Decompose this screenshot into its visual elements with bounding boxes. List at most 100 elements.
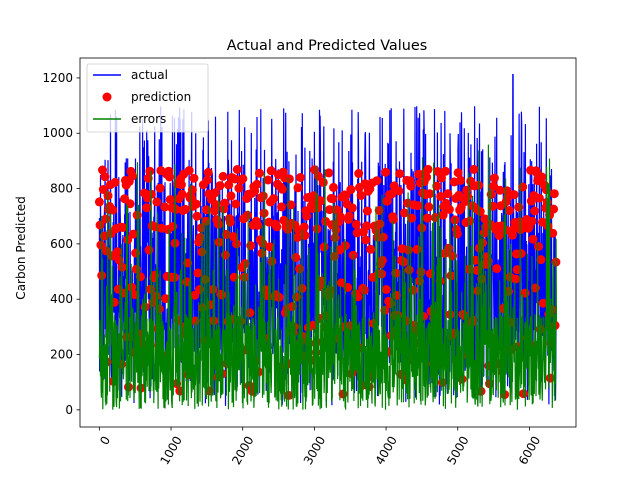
prediction-point xyxy=(238,174,248,184)
prediction-point xyxy=(400,208,409,218)
x-tick-label: 5000 xyxy=(444,434,471,467)
prediction-point xyxy=(344,211,354,221)
prediction-point xyxy=(95,220,105,230)
prediction-point xyxy=(187,185,197,195)
prediction-point xyxy=(224,180,234,190)
prediction-point xyxy=(423,164,433,174)
prediction-point xyxy=(469,164,479,174)
prediction-point xyxy=(536,255,546,265)
prediction-point xyxy=(530,206,540,216)
prediction-point xyxy=(152,197,162,207)
prediction-point xyxy=(131,264,141,274)
prediction-point xyxy=(354,169,364,178)
prediction-point xyxy=(232,165,242,174)
prediction-point xyxy=(549,204,558,214)
prediction-point xyxy=(165,172,174,182)
prediction-point xyxy=(325,205,335,215)
prediction-point xyxy=(318,177,328,187)
prediction-point xyxy=(394,186,404,196)
prediction-point xyxy=(441,166,450,176)
prediction-point xyxy=(489,173,499,183)
prediction-point xyxy=(284,174,294,184)
prediction-point xyxy=(293,183,303,193)
prediction-point xyxy=(128,229,138,239)
prediction-point xyxy=(381,285,391,294)
prediction-point xyxy=(201,216,211,226)
y-axis-ticks: 0 200 400 600 800 1000 1200 xyxy=(42,71,80,417)
x-tick-label: 3000 xyxy=(301,434,328,467)
prediction-point xyxy=(295,173,305,182)
prediction-point xyxy=(234,183,244,193)
prediction-point xyxy=(189,173,199,183)
prediction-point xyxy=(310,165,320,175)
prediction-point xyxy=(534,193,544,203)
errors-line xyxy=(98,144,558,410)
prediction-point xyxy=(144,245,154,255)
prediction-point xyxy=(215,181,225,191)
prediction-point xyxy=(143,173,153,183)
prediction-point xyxy=(228,232,238,242)
prediction-point xyxy=(518,182,528,192)
prediction-point xyxy=(277,202,286,212)
prediction-point xyxy=(476,386,486,396)
legend-errors-label: errors xyxy=(131,112,166,126)
prediction-point xyxy=(351,219,361,229)
prediction-point xyxy=(299,222,309,232)
prediction-point xyxy=(252,179,262,189)
prediction-point xyxy=(195,232,205,242)
prediction-point xyxy=(160,202,170,212)
prediction-point xyxy=(150,270,159,280)
y-axis-label: Carbon Predicted xyxy=(14,196,28,299)
prediction-point xyxy=(453,168,463,178)
prediction-point xyxy=(346,185,356,195)
prediction-point xyxy=(395,169,405,179)
prediction-point xyxy=(336,212,346,222)
prediction-point xyxy=(328,194,338,204)
prediction-point xyxy=(286,200,296,210)
prediction-point xyxy=(362,206,372,216)
prediction-point xyxy=(177,189,187,199)
prediction-point xyxy=(425,189,435,199)
prediction-point xyxy=(254,168,264,178)
prediction-point xyxy=(232,239,241,249)
prediction-point xyxy=(480,214,490,224)
prediction-point xyxy=(202,175,212,185)
prediction-point xyxy=(269,194,279,204)
prediction-point xyxy=(231,199,241,209)
prediction-point xyxy=(263,175,273,185)
prediction-point xyxy=(361,235,371,245)
prediction-point xyxy=(347,203,357,213)
y-tick-label: 0 xyxy=(65,403,73,417)
y-tick-label: 400 xyxy=(50,292,73,306)
prediction-point xyxy=(155,183,165,193)
prediction-point xyxy=(192,211,202,221)
prediction-point xyxy=(463,191,473,201)
prediction-point xyxy=(203,168,213,177)
prediction-point xyxy=(108,205,118,215)
prediction-point xyxy=(110,177,120,187)
prediction-point xyxy=(516,249,526,258)
prediction-point xyxy=(101,214,111,224)
prediction-point xyxy=(226,191,236,201)
prediction-point xyxy=(537,172,547,182)
prediction-point xyxy=(404,265,414,275)
prediction-point xyxy=(422,172,432,182)
x-tick-label: 6000 xyxy=(516,434,543,467)
prediction-point xyxy=(180,204,190,214)
prediction-point xyxy=(548,228,558,238)
y-tick-label: 200 xyxy=(50,348,73,362)
prediction-point xyxy=(436,192,446,201)
prediction-point xyxy=(538,298,548,308)
prediction-point xyxy=(362,221,372,231)
prediction-point xyxy=(300,231,310,240)
legend: actual prediction errors xyxy=(86,63,209,133)
prediction-point xyxy=(381,167,391,177)
prediction-point xyxy=(473,286,483,296)
prediction-point xyxy=(184,166,194,175)
plot-area xyxy=(94,73,561,410)
legend-actual-label: actual xyxy=(131,68,168,82)
prediction-point xyxy=(514,202,524,212)
x-axis-ticks: 0 1000 2000 3000 4000 5000 6000 xyxy=(97,427,543,467)
